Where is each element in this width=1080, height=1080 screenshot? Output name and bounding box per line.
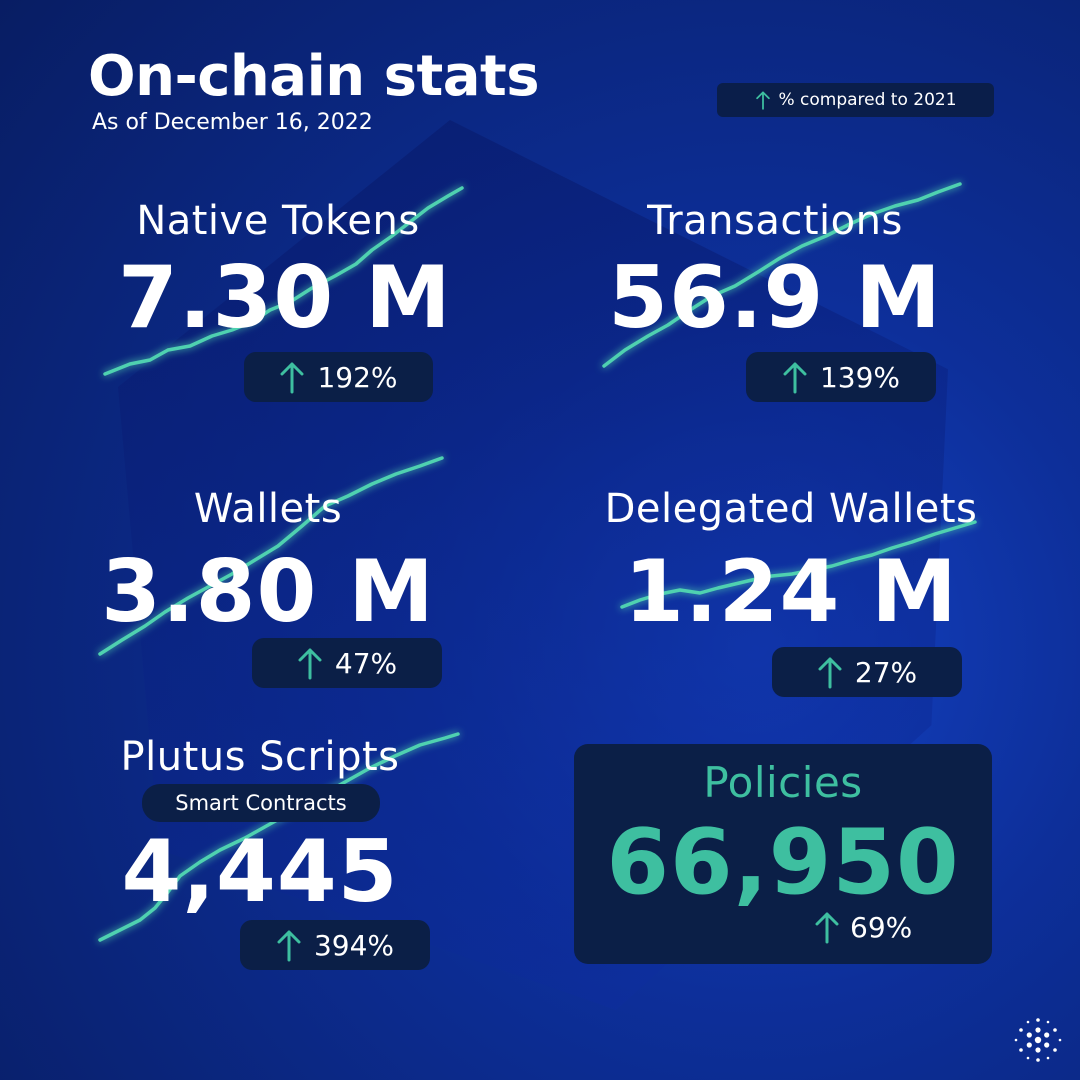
change-badge-delegated-wallets: 27% <box>772 647 962 697</box>
change-value: 192% <box>317 360 398 394</box>
stat-value: 56.9 M <box>608 248 942 348</box>
arrow-up-icon <box>280 362 304 394</box>
stat-value: 1.24 M <box>624 542 958 642</box>
stat-label: Wallets <box>193 486 343 532</box>
change-badge-wallets: 47% <box>252 638 442 688</box>
smart-contracts-pill: Smart Contracts <box>142 784 380 822</box>
change-badge-transactions: 139% <box>746 352 936 402</box>
arrow-up-icon <box>277 930 301 962</box>
stat-label: Delegated Wallets <box>604 486 978 532</box>
stat-label: Transactions <box>647 198 903 244</box>
change-badge-native-tokens: 192% <box>244 352 433 402</box>
policies-card: Policies 66,950 69% <box>574 744 992 964</box>
arrow-up-icon <box>783 362 807 394</box>
stat-value: 66,950 <box>606 810 960 915</box>
arrow-up-icon <box>815 912 839 944</box>
change-value: 27% <box>854 655 918 689</box>
trend-line-wallets <box>98 456 444 656</box>
change-value: 69% <box>850 910 913 944</box>
stat-value: 7.30 M <box>118 248 452 348</box>
stat-plutus-scripts-value: 4,445 <box>90 826 430 918</box>
legend-text: % compared to 2021 <box>778 90 957 110</box>
stat-value: 4,445 <box>121 822 399 922</box>
arrow-up-icon <box>756 91 771 110</box>
stat-native-tokens: Native Tokens 7.30 M <box>118 198 452 348</box>
legend-badge: % compared to 2021 <box>717 83 994 117</box>
stat-plutus-scripts: Plutus Scripts <box>90 734 430 780</box>
stat-label: Plutus Scripts <box>120 734 400 780</box>
stat-label: Native Tokens <box>136 198 420 244</box>
change-value: 139% <box>819 360 901 394</box>
arrow-up-icon <box>298 648 322 680</box>
page-title: On-chain stats <box>88 44 540 109</box>
trend-line-transactions <box>602 182 962 368</box>
page-subtitle: As of December 16, 2022 <box>92 110 373 135</box>
stat-value: 3.80 M <box>101 542 435 642</box>
stat-transactions: Transactions 56.9 M <box>605 198 945 344</box>
change-badge-policies: 69% <box>814 910 912 944</box>
change-badge-plutus-scripts: 394% <box>240 920 430 970</box>
arrow-up-icon <box>818 657 842 689</box>
change-value: 47% <box>334 646 398 680</box>
trend-line-plutus-scripts <box>98 732 460 942</box>
stat-wallets: Wallets 3.80 M <box>98 486 438 638</box>
trend-line-native-tokens <box>103 186 464 376</box>
trend-line-delegated-wallets <box>620 520 977 609</box>
stat-delegated-wallets: Delegated Wallets 1.24 M <box>584 486 998 638</box>
change-value: 394% <box>313 928 395 962</box>
stat-label: Policies <box>703 758 863 807</box>
cardano-logo-icon <box>1014 1018 1062 1062</box>
